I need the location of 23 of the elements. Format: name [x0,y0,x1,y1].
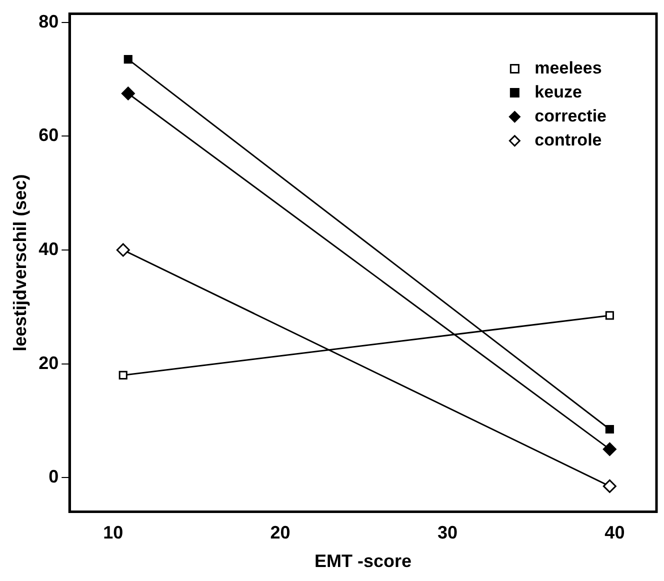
x-tick-label: 40 [604,522,625,543]
point [118,370,128,380]
legend-label: meelees [534,58,602,78]
y-tick-label: 0 [48,466,59,487]
point [605,311,614,320]
y-axis-title: leestijdverschil (sec) [10,174,30,352]
point [121,86,135,100]
legend-label: correctie [534,106,607,126]
point [124,55,132,64]
y-tick-label: 20 [38,352,59,373]
y-tick-label: 80 [38,11,59,32]
y-tick-label: 40 [38,238,59,259]
point [116,243,130,257]
x-axis-title: EMT -score [314,551,412,572]
x-tick-label: 30 [437,522,458,543]
x-tick-label: 10 [103,522,124,543]
y-tick-label: 60 [38,125,59,146]
point [602,442,616,456]
legend-label: keuze [534,82,582,102]
x-tick-label: 20 [270,522,290,543]
point [605,424,614,434]
point [602,479,616,493]
legend-label: controle [534,130,602,150]
